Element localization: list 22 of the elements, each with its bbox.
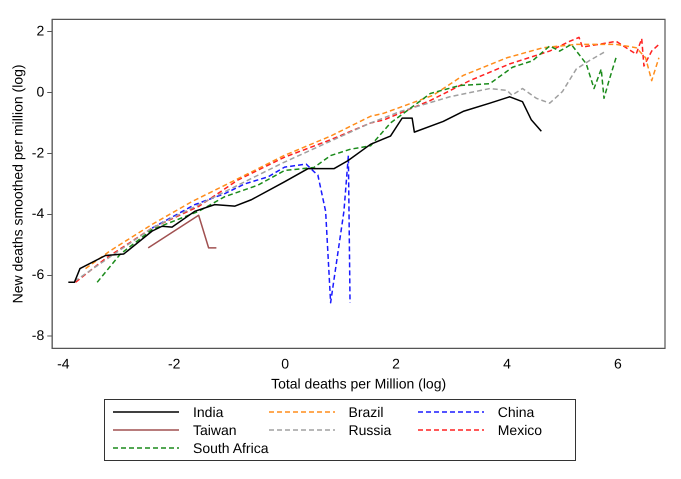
legend-label: Brazil	[348, 404, 384, 420]
y-axis-title: New deaths smoothed per million (log)	[9, 64, 26, 304]
x-tick-label: -4	[57, 356, 70, 372]
legend-label: China	[498, 404, 534, 420]
legend-label: India	[193, 404, 224, 420]
x-tick-label: 4	[503, 356, 512, 372]
line-series	[151, 154, 351, 304]
x-tick-label: 0	[281, 356, 290, 372]
x-axis-title: Total deaths per Million (log)	[271, 375, 446, 392]
y-tick-label: 2	[36, 22, 44, 38]
y-tick-label: 0	[36, 83, 44, 100]
legend-label: South Africa	[193, 440, 268, 456]
x-tick-label: 2	[392, 356, 400, 372]
x-tick-label: 6	[614, 356, 622, 372]
y-tick-label: -4	[32, 205, 44, 222]
y-tick-label: -2	[32, 144, 44, 160]
legend-label: Taiwan	[193, 422, 237, 438]
y-tick-label: -8	[32, 327, 44, 344]
legend-label: Mexico	[498, 422, 542, 438]
x-tick-label: -2	[168, 356, 181, 372]
y-tick-label: -6	[32, 266, 44, 282]
legend-label: Russia	[348, 422, 392, 438]
